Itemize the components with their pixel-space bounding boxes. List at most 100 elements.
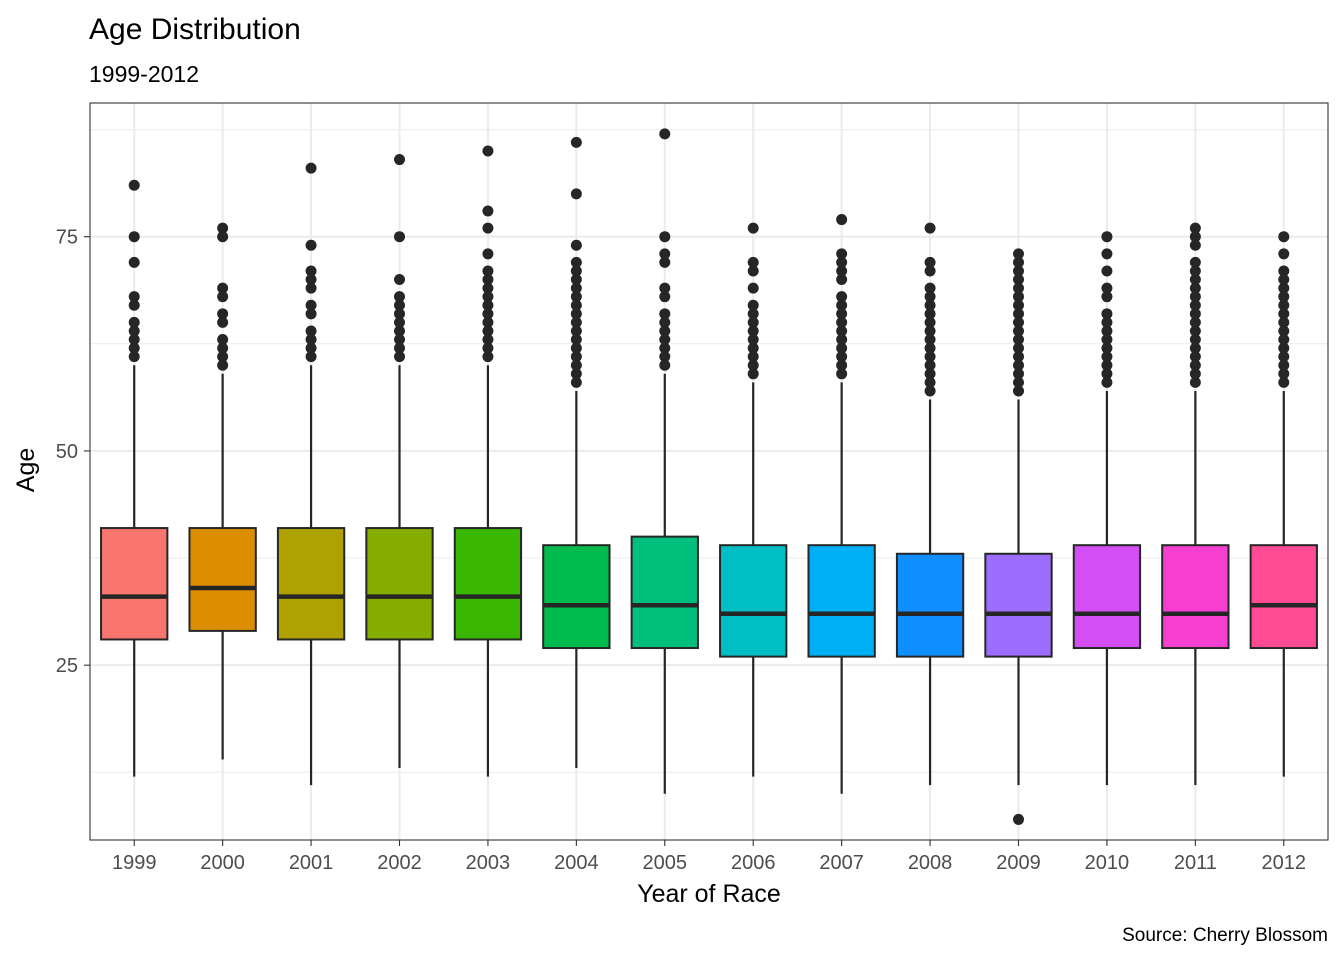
y-axis: 25 50 75 bbox=[56, 227, 90, 677]
outlier-point bbox=[1278, 282, 1290, 294]
box-iqr bbox=[276, 527, 346, 641]
outlier-point bbox=[659, 359, 671, 371]
box-iqr bbox=[895, 552, 965, 658]
outlier-point bbox=[570, 368, 582, 380]
outlier-point bbox=[1101, 282, 1113, 294]
outlier-point bbox=[836, 334, 848, 346]
outlier-point bbox=[1013, 316, 1024, 328]
box-2012 bbox=[1249, 231, 1318, 777]
outlier-point bbox=[128, 342, 140, 354]
plot-panel bbox=[89, 102, 1329, 841]
x-tick-label: 2012 bbox=[1262, 852, 1307, 874]
outlier-point bbox=[1278, 274, 1290, 286]
outlier-point bbox=[836, 256, 848, 268]
outlier-point bbox=[570, 359, 582, 371]
outlier-point bbox=[836, 291, 848, 303]
outlier-point bbox=[1189, 256, 1201, 268]
outlier-point bbox=[1013, 325, 1024, 337]
box-iqr bbox=[1161, 544, 1230, 650]
box-2009 bbox=[984, 248, 1053, 825]
outlier-point bbox=[659, 351, 671, 363]
outlier-point bbox=[128, 256, 140, 268]
y-tick-label: 25 bbox=[56, 655, 78, 677]
outlier-point bbox=[924, 325, 936, 337]
outlier-point bbox=[1278, 334, 1290, 346]
outlier-point bbox=[570, 342, 582, 354]
box-2005 bbox=[630, 128, 699, 794]
outlier-point bbox=[747, 222, 759, 234]
outlier-point bbox=[924, 256, 936, 268]
box-iqr bbox=[453, 527, 523, 641]
y-axis-title: Age bbox=[12, 448, 40, 492]
outlier-point bbox=[1013, 813, 1024, 825]
outlier-point bbox=[747, 359, 759, 371]
x-tick-label: 2009 bbox=[996, 852, 1041, 874]
outlier-point bbox=[217, 291, 229, 303]
outlier-point bbox=[836, 214, 848, 226]
outlier-point bbox=[394, 274, 405, 286]
outlier-point bbox=[1013, 265, 1024, 277]
outlier-point bbox=[836, 342, 848, 354]
outlier-point bbox=[1101, 342, 1113, 354]
outlier-point bbox=[924, 282, 936, 294]
outlier-point bbox=[482, 291, 494, 303]
x-tick-label: 2010 bbox=[1085, 852, 1130, 874]
outlier-point bbox=[128, 351, 140, 363]
outlier-point bbox=[305, 299, 317, 311]
outlier-point bbox=[1189, 222, 1201, 234]
outlier-point bbox=[305, 274, 317, 286]
outlier-point bbox=[659, 282, 671, 294]
x-axis: 1999 2000 2001 2002 2003 2004 2005 2006 2007 2008… bbox=[112, 840, 1306, 874]
outlier-point bbox=[747, 368, 759, 380]
outlier-point bbox=[570, 282, 582, 294]
x-tick-label: 2004 bbox=[554, 852, 599, 874]
outlier-point bbox=[924, 342, 936, 354]
x-tick-label: 2011 bbox=[1174, 852, 1217, 874]
outlier-point bbox=[1189, 231, 1201, 243]
x-tick-label: 2005 bbox=[643, 852, 688, 874]
outlier-point bbox=[570, 265, 582, 277]
outlier-point bbox=[394, 299, 405, 311]
outlier-point bbox=[305, 282, 317, 294]
outlier-point bbox=[217, 316, 229, 328]
outlier-point bbox=[570, 351, 582, 363]
outlier-point bbox=[1189, 325, 1201, 337]
outlier-point bbox=[1101, 376, 1113, 388]
outlier-point bbox=[1278, 359, 1290, 371]
outlier-point bbox=[482, 299, 494, 311]
x-tick-label: 2007 bbox=[819, 852, 864, 874]
outlier-point bbox=[217, 359, 229, 371]
outlier-point bbox=[305, 308, 317, 320]
outlier-point bbox=[1278, 316, 1290, 328]
x-tick-label: 2001 bbox=[289, 852, 334, 874]
box-iqr bbox=[719, 544, 788, 658]
outlier-point bbox=[1101, 248, 1113, 260]
outlier-point bbox=[1101, 316, 1113, 328]
outlier-point bbox=[1101, 351, 1113, 363]
outlier-point bbox=[659, 334, 671, 346]
outlier-point bbox=[128, 291, 140, 303]
outlier-point bbox=[1013, 368, 1024, 380]
box-2004 bbox=[542, 136, 611, 769]
box-2002 bbox=[365, 154, 434, 769]
outlier-point bbox=[1278, 248, 1290, 260]
outlier-point bbox=[570, 256, 582, 268]
box-2011 bbox=[1161, 222, 1230, 786]
outlier-point bbox=[747, 342, 759, 354]
outlier-point bbox=[659, 256, 671, 268]
outlier-point bbox=[1278, 231, 1290, 243]
outlier-point bbox=[305, 162, 317, 174]
outlier-point bbox=[924, 334, 936, 346]
outlier-point bbox=[482, 222, 494, 234]
outlier-point bbox=[305, 334, 317, 346]
box-iqr bbox=[807, 544, 876, 658]
outlier-point bbox=[1101, 308, 1113, 320]
outlier-point bbox=[1189, 291, 1201, 303]
outlier-point bbox=[570, 291, 582, 303]
box-1999 bbox=[100, 179, 169, 777]
outlier-point bbox=[1013, 256, 1024, 268]
box-2010 bbox=[1072, 231, 1142, 786]
outlier-point bbox=[659, 128, 671, 140]
box-iqr bbox=[984, 552, 1053, 658]
outlier-point bbox=[659, 342, 671, 354]
